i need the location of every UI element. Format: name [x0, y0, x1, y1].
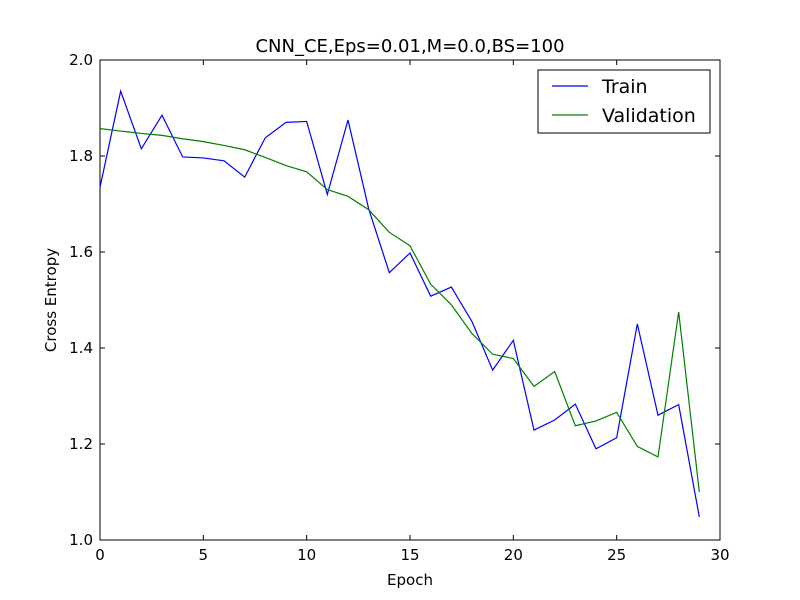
y-tick-label: 2.0 [69, 51, 93, 69]
chart-title: CNN_CE,Eps=0.01,M=0.0,BS=100 [255, 36, 564, 57]
x-tick-label: 25 [607, 546, 626, 564]
y-tick-label: 1.4 [69, 339, 93, 357]
legend-box [537, 69, 711, 134]
series-line-train [99, 89, 700, 518]
y-tick-label: 1.6 [69, 243, 93, 261]
x-tick-label: 30 [710, 546, 729, 564]
series-line-validation [99, 128, 700, 493]
x-tick-label: 20 [504, 546, 523, 564]
y-tick-label: 1.2 [69, 435, 93, 453]
legend-label-train: Train [601, 76, 648, 98]
y-tick-label: 1.8 [69, 147, 93, 165]
x-tick-label: 10 [297, 546, 316, 564]
legend: Train Validation [537, 69, 711, 134]
x-tick-label: 5 [199, 546, 209, 564]
y-axis-label: Cross Entropy [42, 248, 60, 352]
y-tick-label: 1.0 [69, 531, 93, 549]
plot-area: 0 5 10 15 20 25 30 1.0 1.2 1.4 1.6 1.8 2.0 [69, 51, 729, 564]
x-axis-ticks: 0 5 10 15 20 25 30 [95, 60, 730, 564]
x-tick-label: 0 [95, 546, 105, 564]
series-lines [99, 89, 700, 518]
legend-label-validation: Validation [602, 105, 696, 127]
x-axis-label: Epoch [387, 571, 433, 589]
y-axis-ticks: 1.0 1.2 1.4 1.6 1.8 2.0 [69, 51, 720, 549]
x-tick-label: 15 [400, 546, 419, 564]
